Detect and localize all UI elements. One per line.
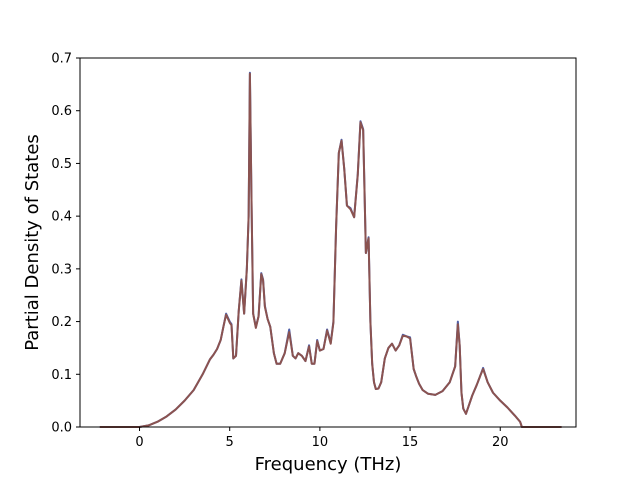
- y-tick-label: 0.7: [51, 52, 72, 67]
- series-line-1: [99, 71, 562, 428]
- y-tick-label: 0.5: [51, 157, 72, 172]
- y-tick-label: 0.6: [51, 104, 72, 119]
- y-tick-label: 0.4: [51, 210, 72, 225]
- y-axis-label: Partial Density of States: [22, 134, 43, 351]
- x-tick-label: 10: [312, 435, 329, 450]
- x-axis-label: Frequency (THz): [255, 454, 402, 475]
- y-tick-label: 0.1: [51, 368, 72, 383]
- x-tick-label: 0: [135, 435, 143, 450]
- x-tick-label: 15: [402, 435, 419, 450]
- y-tick-label: 0.3: [51, 262, 72, 277]
- plot-frame: [79, 57, 577, 428]
- x-axis: 0 5 10 15 20: [135, 427, 509, 450]
- series-layer: [99, 71, 562, 428]
- y-axis: 0.0 0.1 0.2 0.3 0.4 0.5 0.6 0.7: [51, 52, 80, 436]
- y-tick-label: 0.0: [51, 421, 72, 436]
- series-line-2: [99, 72, 562, 428]
- x-tick-label: 20: [492, 435, 509, 450]
- y-tick-label: 0.2: [51, 315, 72, 330]
- x-tick-label: 5: [226, 435, 234, 450]
